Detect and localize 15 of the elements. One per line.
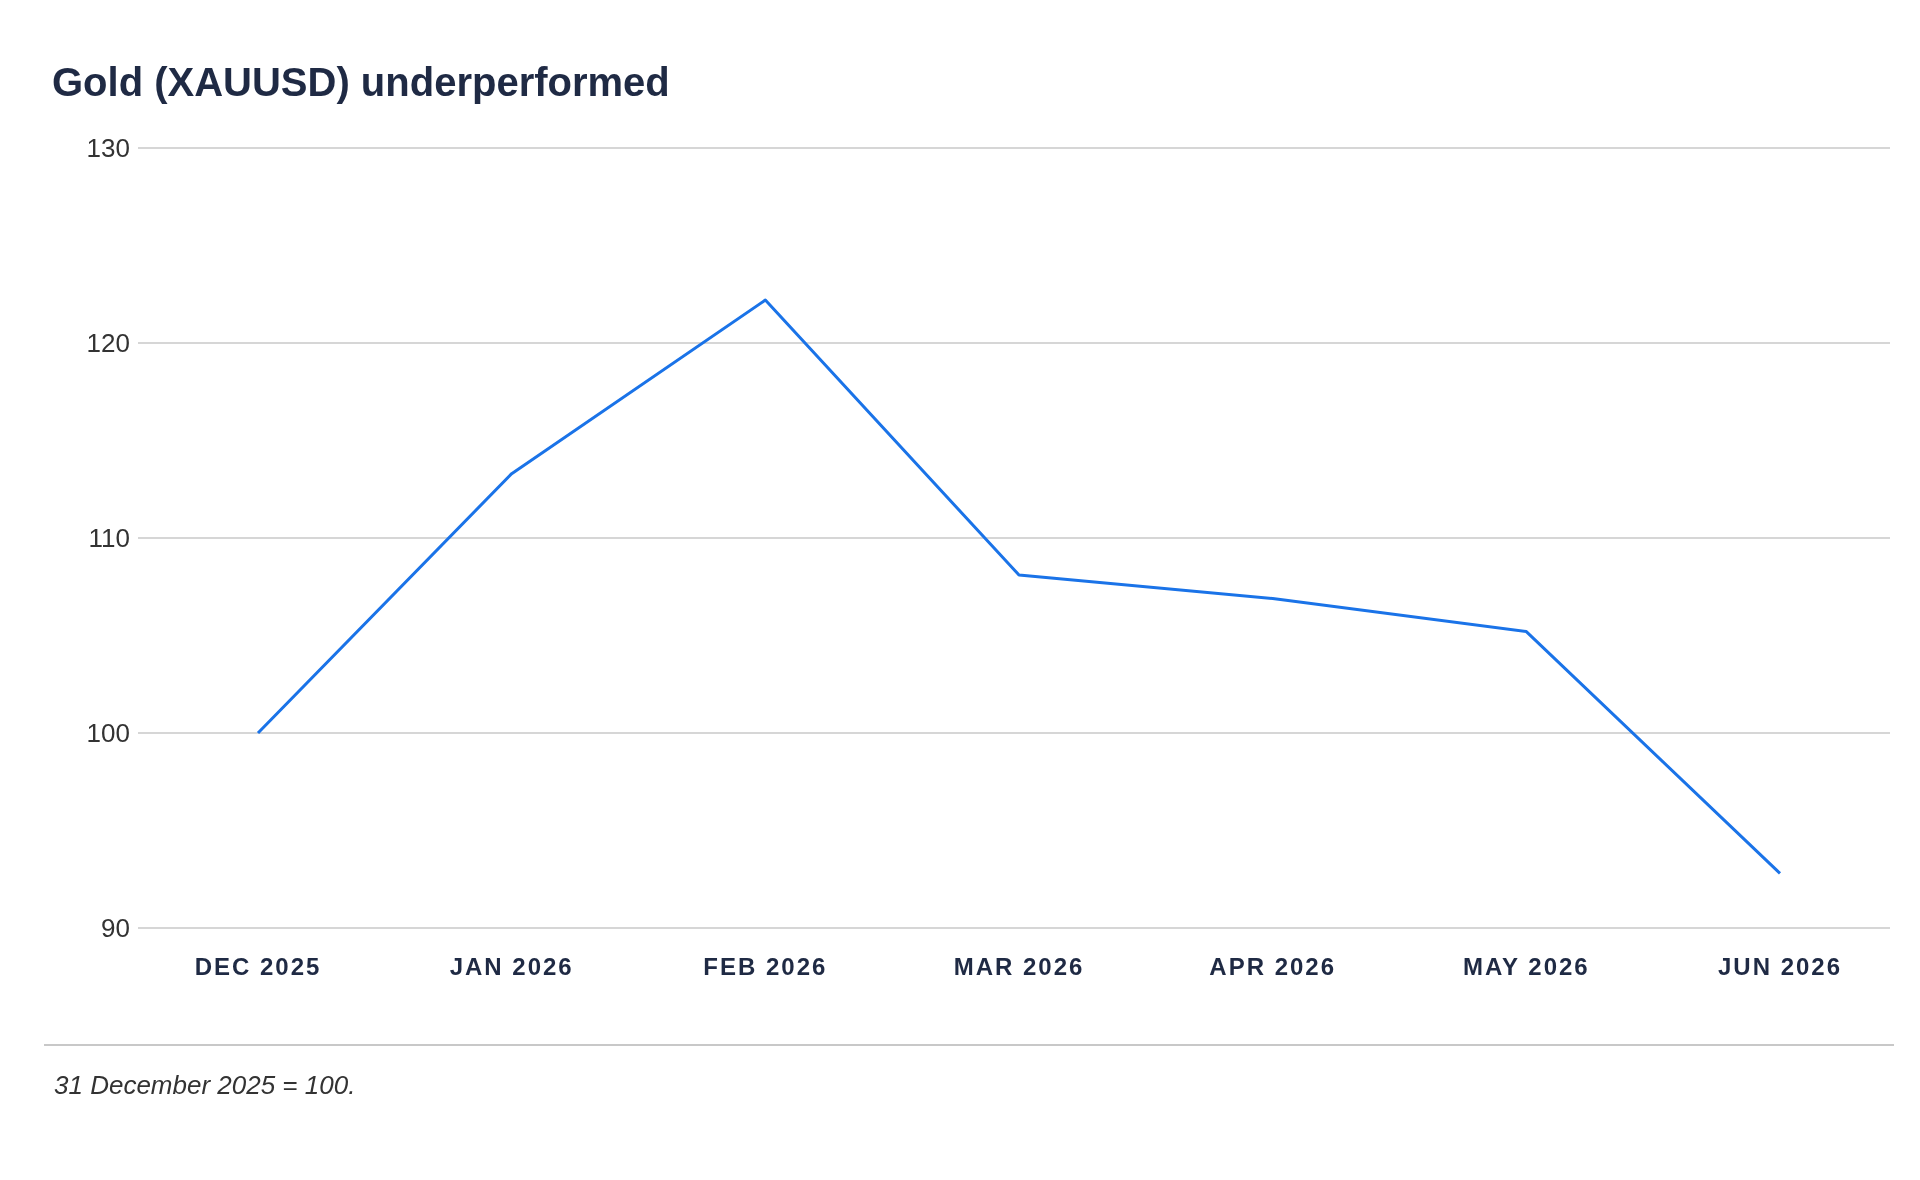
line-series (256, 298, 1782, 875)
chart-title: Gold (XAUUSD) underperformed (52, 60, 670, 105)
y-tick-label: 130 (86, 133, 130, 164)
y-tick-label: 100 (86, 718, 130, 749)
text: 31 December 2025 = 100. (54, 1070, 356, 1101)
x-tick-label: JAN 2026 (449, 953, 574, 981)
x-tick-label: FEB 2026 (703, 953, 828, 981)
x-tick-label: MAR 2026 (953, 953, 1085, 981)
x-tick-label: JUN 2026 (1717, 953, 1843, 981)
y-tick-label: 120 (86, 328, 130, 359)
x-tick-label: DEC 2025 (194, 953, 322, 981)
y-tick-label: 90 (101, 913, 130, 944)
x-tick-label: MAY 2026 (1462, 953, 1590, 981)
x-tick-label: APR 2026 (1209, 953, 1337, 981)
y-tick-label: 110 (88, 523, 130, 554)
